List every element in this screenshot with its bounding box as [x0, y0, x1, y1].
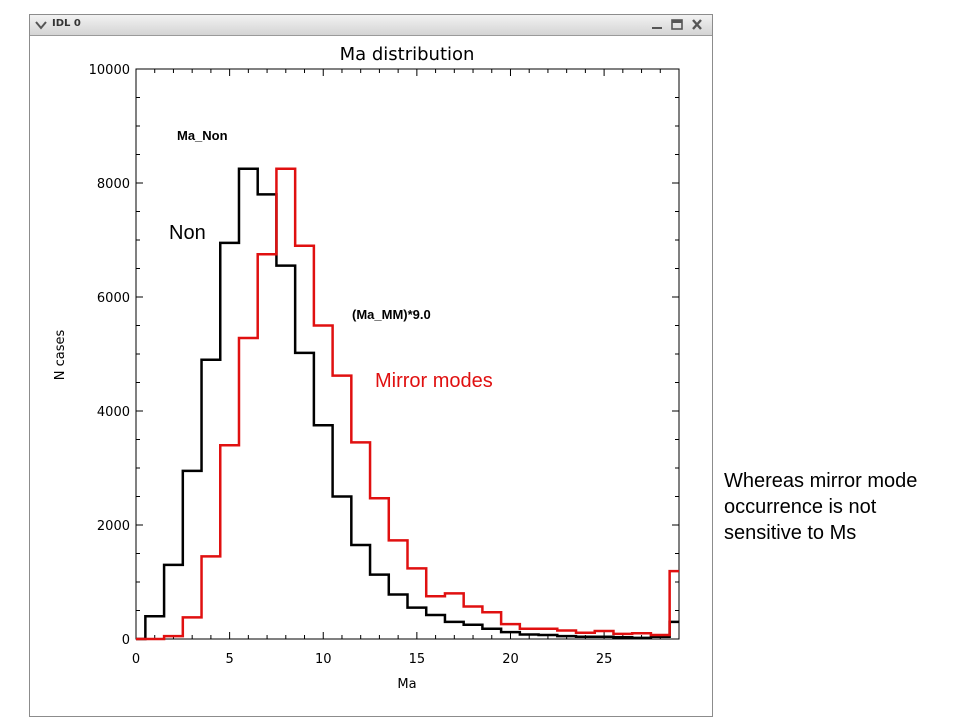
- x-tick-label: 5: [225, 652, 233, 667]
- y-tick-label: 2000: [97, 519, 130, 534]
- chevron-down-icon[interactable]: [34, 19, 48, 31]
- chart-title: Ma distribution: [340, 44, 475, 65]
- series-label-mm: (Ma_MM)*9.0: [352, 307, 431, 322]
- minimize-icon[interactable]: [650, 18, 664, 31]
- histogram-series-1: [136, 167, 679, 641]
- y-tick-label: 10000: [89, 63, 130, 78]
- y-tick-label: 4000: [97, 405, 130, 420]
- x-tick-label: 0: [132, 652, 140, 667]
- y-tick-label: 6000: [97, 291, 130, 306]
- close-icon[interactable]: [690, 18, 704, 31]
- series-label-non: Ma_Non: [177, 128, 228, 143]
- window-title: IDL 0: [52, 18, 81, 29]
- x-tick-label: 15: [409, 652, 426, 667]
- idl-window: IDL 0: [29, 14, 713, 717]
- x-tick-label: 10: [315, 652, 332, 667]
- x-tick-label: 25: [596, 652, 613, 667]
- window-titlebar[interactable]: IDL 0: [30, 15, 712, 36]
- y-tick-label: 8000: [97, 177, 130, 192]
- annotation-mirror-modes: Mirror modes: [375, 370, 493, 392]
- axis-ticks: 0 2000 4000 6000 8000 10000 0 5 10 15 20 25: [89, 63, 679, 667]
- y-axis-label: N cases: [53, 330, 68, 381]
- annotation-non: Non: [169, 222, 206, 244]
- histogram-series-0: [136, 167, 679, 641]
- x-axis-label: Ma: [397, 677, 416, 692]
- x-tick-label: 20: [502, 652, 519, 667]
- histogram-series: [136, 167, 679, 641]
- y-tick-label: 0: [122, 633, 130, 648]
- maximize-icon[interactable]: [670, 18, 684, 31]
- side-note-text: Whereas mirror mode occurrence is not se…: [724, 470, 918, 544]
